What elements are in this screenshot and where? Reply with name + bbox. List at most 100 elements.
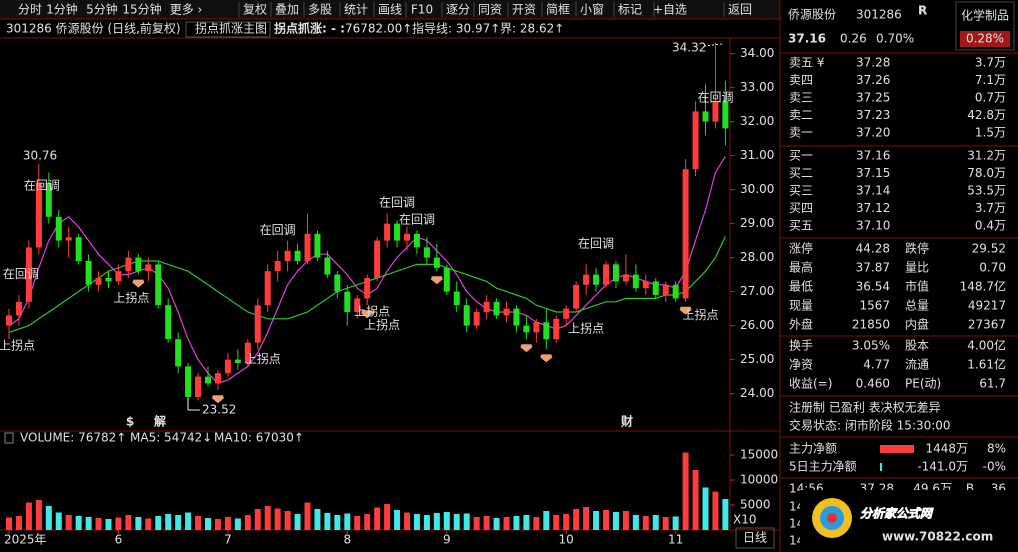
- toolbar-button[interactable]: 画线: [378, 3, 402, 17]
- toolbar-button[interactable]: 返回: [728, 3, 752, 17]
- signal-diamond: [361, 310, 374, 319]
- volume-bar: [463, 513, 470, 530]
- toolbar-button[interactable]: 15分钟: [122, 2, 161, 17]
- volume-bar: [413, 514, 420, 530]
- watermark-logo: [827, 513, 837, 523]
- x-tick-label: 11: [668, 533, 683, 547]
- toolbar-button[interactable]: 5分钟: [86, 2, 118, 17]
- x-tick-label: 8: [343, 533, 351, 547]
- flow-value: -141.0万: [917, 460, 968, 474]
- annotation: 在回调: [697, 90, 733, 104]
- toolbar-button[interactable]: 小窗: [580, 3, 604, 17]
- toolbar-button[interactable]: 复权: [243, 3, 267, 17]
- book-volume: 3.7万: [975, 56, 1006, 70]
- volume-bar: [672, 516, 679, 530]
- volume-bar: [115, 517, 122, 530]
- candle-body: [175, 339, 182, 367]
- candle-body: [593, 274, 600, 285]
- signal-diamond: [211, 395, 224, 404]
- book-price: 37.15: [856, 166, 890, 180]
- book-price: 37.14: [856, 184, 890, 198]
- toolbar-bg: [0, 0, 780, 19]
- annotation: 上拐点: [0, 338, 35, 353]
- period-box[interactable]: [735, 527, 775, 549]
- y-tick-label: 34.00: [740, 46, 774, 60]
- volume-bar: [65, 515, 72, 530]
- volume-bar: [503, 517, 510, 530]
- book-label: 买二: [789, 166, 813, 180]
- candle-body: [622, 274, 629, 282]
- volume-bar: [304, 502, 311, 530]
- candle-body: [712, 101, 719, 122]
- candle-body: [15, 301, 22, 316]
- volume-bar: [563, 514, 570, 530]
- stat-value: 44.28: [856, 242, 890, 256]
- book-label: 卖五 ¥: [789, 56, 825, 70]
- book-label: 买三: [789, 184, 813, 198]
- toolbar-button[interactable]: 更多 ›: [170, 3, 203, 17]
- book-price: 37.28: [856, 56, 890, 70]
- candle-body: [115, 271, 122, 282]
- stat-label: 净资: [789, 358, 813, 372]
- period-button[interactable]: 日线: [743, 531, 767, 545]
- toolbar-button[interactable]: 多股: [308, 3, 332, 17]
- book-price: 37.20: [856, 126, 890, 140]
- stat-value: 0.460: [856, 377, 890, 391]
- volume-legend-box: [4, 432, 14, 444]
- candle-body: [234, 359, 241, 363]
- candle-body: [453, 291, 460, 306]
- tick-side: B: [966, 482, 974, 496]
- volume-bar: [6, 517, 12, 530]
- volume-bar: [404, 512, 410, 530]
- volume-bar: [185, 512, 192, 530]
- volume-bar: [25, 502, 32, 530]
- event-marker: 财: [620, 414, 633, 429]
- candle-body: [135, 257, 142, 272]
- stat-label: 涨停: [789, 241, 813, 256]
- annotation: 在回调: [260, 223, 296, 237]
- candle-body: [374, 240, 381, 278]
- volume-bar: [95, 518, 102, 530]
- candle-body: [523, 325, 530, 333]
- toolbar-button[interactable]: 分时: [18, 3, 42, 17]
- stock-name: 侨源股份: [788, 8, 836, 22]
- y-tick-label: 28.00: [740, 250, 774, 264]
- y-tick-label: 29.00: [740, 216, 774, 230]
- toolbar-button[interactable]: 逐分: [446, 3, 470, 17]
- volume-bar: [165, 514, 172, 530]
- stat-value: 0.70: [979, 261, 1006, 275]
- stat-value: 37.87: [856, 261, 890, 275]
- candle-body: [25, 247, 32, 302]
- volume-bar: [284, 511, 291, 530]
- stat-label: 收益(=): [789, 377, 832, 391]
- stat-label: 量比: [905, 261, 929, 275]
- book-price: 37.25: [856, 91, 890, 105]
- volume-bar: [433, 513, 440, 530]
- book-volume: 0.7万: [975, 91, 1006, 105]
- toolbar-button[interactable]: 1分钟: [46, 2, 78, 17]
- stat-label: 内盘: [905, 317, 929, 332]
- candle-body: [304, 233, 311, 261]
- toolbar-button[interactable]: 开资: [512, 3, 536, 17]
- toolbar-button[interactable]: +自选: [653, 3, 687, 17]
- toolbar-button[interactable]: 叠加: [275, 3, 299, 17]
- toolbar-button[interactable]: 统计: [344, 3, 368, 17]
- candle-body: [35, 182, 42, 248]
- toolbar-button[interactable]: 标记: [618, 3, 642, 17]
- annotation: 上拐点: [354, 304, 390, 319]
- toolbar-button[interactable]: 同资: [478, 3, 502, 17]
- price-change: 0.26: [840, 32, 867, 46]
- candle-body: [264, 271, 271, 306]
- book-price: 37.26: [856, 73, 890, 87]
- candle-body: [314, 233, 321, 258]
- candle-body: [682, 169, 689, 299]
- flow-label: 5日主力净额: [789, 460, 857, 474]
- toolbar-button[interactable]: F10: [411, 3, 433, 17]
- stat-value: 49217: [968, 299, 1006, 313]
- stat-label: 外盘: [789, 317, 813, 332]
- volume-bar: [493, 518, 500, 530]
- volume-bar: [523, 515, 530, 530]
- toolbar-button[interactable]: 简框: [546, 3, 570, 17]
- candle-body: [145, 264, 152, 272]
